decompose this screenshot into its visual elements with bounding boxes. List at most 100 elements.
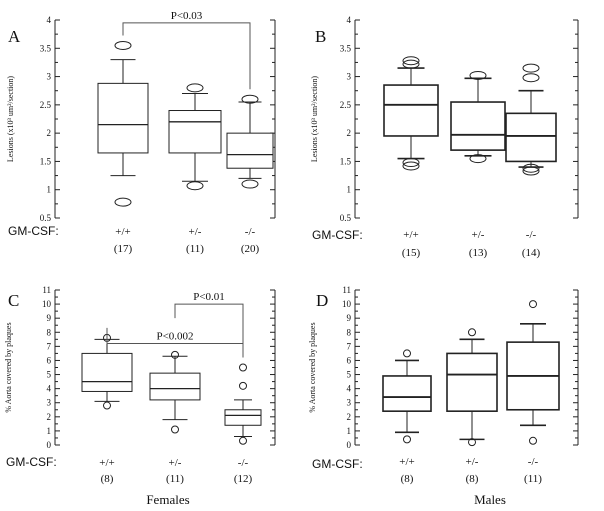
- iqr-box: [382, 375, 432, 412]
- iqr-box: [224, 409, 262, 426]
- box-2: [168, 83, 222, 191]
- gm-csf-label: GM-CSF:: [8, 224, 59, 238]
- panel-a: A 0.5 1 1.5 2 2.5 3 3.5 4 Lesions (x10³ um²/secti…: [6, 10, 276, 255]
- y-axis-title: % Aorta covered by plaques: [4, 322, 13, 412]
- category-label: -/-: [526, 229, 537, 241]
- box-2: [446, 328, 498, 447]
- outlier-point: [239, 381, 247, 390]
- box-1: [382, 349, 432, 444]
- y-tick-label: 2: [47, 128, 52, 138]
- outlier-point: [522, 73, 540, 83]
- iqr-box: [383, 84, 439, 137]
- y-tick-label: 7: [347, 341, 352, 351]
- bracket-line: [174, 303, 244, 358]
- y-axis-title: % Aorta covered by plaques: [308, 322, 317, 412]
- significance-bracket: P<0.01: [174, 291, 244, 358]
- iqr-box: [446, 352, 498, 412]
- outlier-point: [522, 163, 540, 173]
- y-tick-label: 0.5: [40, 213, 52, 223]
- iqr-box: [226, 132, 274, 169]
- y-tick-label: 5: [47, 370, 52, 380]
- y-tick-label: 9: [47, 313, 52, 323]
- sample-count: (20): [241, 243, 260, 255]
- sample-count: (17): [114, 243, 133, 255]
- category-label: -/-: [245, 226, 256, 238]
- outlier-point: [403, 435, 411, 444]
- y-tick-label: 4: [47, 384, 52, 394]
- outlier-point: [239, 363, 247, 372]
- y-tick-label: 8: [47, 327, 52, 337]
- box-3: [505, 63, 557, 176]
- iqr-box: [168, 110, 222, 154]
- box-1: [81, 333, 133, 410]
- category-label: +/+: [115, 226, 130, 238]
- iqr-box: [97, 82, 149, 154]
- category-label: +/-: [189, 226, 202, 238]
- y-tick-label: 3.5: [340, 43, 352, 53]
- y-tick-label: 3: [47, 398, 52, 408]
- y-tick-label: 4: [347, 15, 352, 25]
- y-tick-label: 1.5: [340, 156, 352, 166]
- y-tick-label: 1: [47, 426, 52, 436]
- y-tick-label: 3: [47, 72, 52, 82]
- outlier-point: [114, 197, 132, 207]
- box-3: [506, 300, 560, 445]
- outlier-point: [402, 59, 420, 69]
- outlier-point: [529, 436, 537, 445]
- category-label: +/+: [403, 229, 418, 241]
- sample-count: (11): [186, 243, 204, 255]
- sex-footer-label: Females: [146, 492, 189, 507]
- sample-count: (11): [166, 473, 184, 485]
- panel-letter: D: [316, 291, 328, 310]
- outlier-point: [402, 56, 420, 66]
- y-tick-label: 10: [42, 299, 52, 309]
- panel-letter: A: [8, 27, 21, 46]
- sample-count: (13): [469, 247, 488, 259]
- box-3: [224, 363, 262, 445]
- gm-csf-label: GM-CSF:: [6, 455, 57, 469]
- bracket-line: [122, 22, 251, 90]
- outlier-point: [186, 181, 204, 191]
- y-tick-label: 6: [347, 355, 352, 365]
- outlier-point: [186, 83, 204, 93]
- sample-count: (12): [234, 473, 253, 485]
- outlier-point: [241, 94, 259, 104]
- box-2: [450, 70, 506, 164]
- y-tick-label: 2: [347, 128, 352, 138]
- p-value-label: P<0.01: [193, 291, 225, 303]
- outlier-point: [402, 158, 420, 168]
- panel-letter: B: [315, 27, 326, 46]
- outlier-point: [522, 166, 540, 176]
- box-3: [226, 94, 274, 189]
- y-tick-label: 11: [342, 285, 351, 295]
- outlier-point: [114, 40, 132, 50]
- outlier-point: [241, 179, 259, 189]
- y-tick-label: 0: [47, 440, 52, 450]
- y-tick-label: 8: [347, 327, 352, 337]
- box-2: [149, 350, 201, 434]
- box-1: [383, 56, 439, 171]
- significance-bracket: P<0.03: [122, 10, 251, 90]
- y-axis-title: Lesions (x10³ um²/section): [310, 76, 319, 162]
- y-tick-label: 11: [42, 285, 51, 295]
- iqr-box: [450, 101, 506, 151]
- outlier-point: [171, 350, 179, 359]
- category-label: +/-: [466, 456, 479, 468]
- y-tick-label: 1: [347, 185, 352, 195]
- y-tick-label: 3: [347, 398, 352, 408]
- y-tick-label: 3.5: [40, 43, 52, 53]
- y-tick-label: 2: [47, 412, 52, 422]
- y-tick-label: 10: [342, 299, 352, 309]
- sample-count: (15): [402, 247, 421, 259]
- iqr-box: [81, 352, 133, 392]
- y-tick-label: 2.5: [340, 100, 352, 110]
- outlier-point: [239, 436, 247, 445]
- y-tick-label: 0.5: [340, 213, 352, 223]
- category-label: +/+: [99, 457, 114, 469]
- y-axis-title: Lesions (x10³ um²/section): [6, 76, 15, 162]
- y-tick-label: 2: [347, 412, 352, 422]
- y-tick-label: 5: [347, 370, 352, 380]
- y-tick-label: 6: [47, 355, 52, 365]
- y-tick-label: 2.5: [40, 100, 52, 110]
